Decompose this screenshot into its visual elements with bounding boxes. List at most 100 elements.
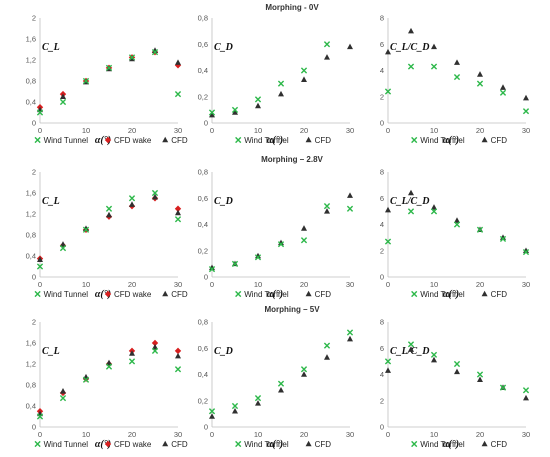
y-tick-label: 0 — [204, 119, 208, 128]
y-axis-label: C_D — [214, 196, 233, 207]
cfd-point — [523, 394, 529, 401]
y-tick-label: 0,4 — [198, 370, 208, 379]
wind-tunnel-point — [59, 98, 67, 106]
cfd-point — [454, 59, 460, 65]
y-tick-label: 0 — [380, 119, 384, 128]
x-tick-label: 10 — [254, 430, 262, 439]
legend-marker-cfd — [481, 136, 488, 143]
legend-item-wind-tunnel: Wind Tunnel — [34, 136, 88, 145]
row-title-1: Morphing - 0V — [265, 3, 319, 12]
x-tick-label: 10 — [82, 280, 90, 289]
wind-tunnel-point — [476, 371, 484, 378]
cfd-point — [347, 192, 353, 198]
cfd-point — [477, 71, 483, 77]
cfd-point — [60, 93, 66, 100]
x-tick-label: 20 — [128, 280, 136, 289]
y-tick-label: 2 — [32, 14, 36, 23]
y-tick-label: 0,8 — [26, 381, 36, 390]
legend-marker-wind-tunnel — [411, 290, 418, 298]
y-tick-label: 2 — [380, 396, 384, 405]
y-tick-label: 1,2 — [26, 360, 36, 369]
x-tick-label: 0 — [38, 126, 42, 135]
wind-tunnel-point — [300, 366, 308, 373]
wind-tunnel-point — [208, 408, 216, 415]
x-tick-label: 10 — [430, 430, 438, 439]
wind-tunnel-point — [105, 363, 113, 370]
cfd-point — [255, 252, 261, 259]
cfd-point — [106, 211, 112, 218]
legend-label: Wind Tunnel — [420, 136, 465, 145]
cfd-point — [83, 225, 89, 231]
chart-panel-2: 0 0,2 0,4 0,6 0,8 0 10 20 30 α(°) C_D Wind Tunnel CF… — [198, 14, 355, 146]
cfd-point — [408, 346, 414, 352]
chart-panel-3: 0 2 4 6 8 0 10 20 30 α(°) C_L/C_D Wind Tunnel CFD — [380, 14, 530, 146]
wind-tunnel-point — [105, 205, 113, 212]
legend-label: CFD — [171, 290, 188, 299]
y-tick-label: 0,6 — [198, 194, 208, 203]
chart-panel-8: 0 0,2 0,4 0,6 0,8 0 10 20 30 α(°) C_D Wind Tunnel CF… — [198, 318, 355, 450]
chart-panel-5: 0 0,2 0,4 0,6 0,8 0 10 20 30 α(°) C_D Wind Tunnel CF… — [198, 168, 355, 300]
wind-tunnel-point — [323, 203, 331, 210]
legend-item-cfd: CFD — [481, 290, 507, 299]
wind-tunnel-point — [476, 80, 484, 87]
y-axis-label: C_D — [214, 346, 233, 357]
x-axis-label: α(°) — [267, 289, 283, 300]
y-tick-label: 0,8 — [198, 318, 208, 327]
y-axis-label: C_L/C_D — [390, 196, 429, 207]
y-tick-label: 0 — [204, 273, 208, 282]
wind-tunnel-point — [430, 351, 438, 358]
x-tick-label: 20 — [128, 430, 136, 439]
x-tick-label: 30 — [174, 280, 182, 289]
cfd-point — [152, 193, 158, 200]
x-tick-label: 30 — [522, 430, 530, 439]
x-axis-label: α(°) — [267, 439, 283, 450]
wind-tunnel-point — [476, 226, 484, 233]
cfd-point — [278, 386, 284, 393]
cfd-point — [523, 247, 529, 254]
y-axis-label: C_L — [42, 346, 60, 357]
legend-item-cfd: CFD — [481, 440, 507, 449]
legend-label: CFD wake — [114, 440, 152, 449]
legend-label: Wind Tunnel — [244, 440, 289, 449]
legend-marker-cfd — [162, 290, 169, 297]
x-tick-label: 20 — [476, 430, 484, 439]
cfd-point — [278, 239, 284, 246]
wind-tunnel-point — [300, 67, 308, 74]
y-tick-label: 6 — [380, 40, 384, 49]
x-tick-label: 0 — [210, 126, 214, 135]
x-tick-label: 10 — [430, 126, 438, 135]
wind-tunnel-point — [174, 216, 182, 223]
x-tick-label: 10 — [254, 280, 262, 289]
legend-item-cfd-wake: CFD wake — [104, 136, 152, 145]
cfd-point — [431, 204, 437, 210]
x-tick-label: 30 — [522, 126, 530, 135]
wind-tunnel-point — [128, 358, 136, 365]
legend-marker-cfd — [305, 136, 312, 143]
cfd-wake-point — [174, 62, 182, 69]
x-tick-label: 0 — [386, 430, 390, 439]
wind-tunnel-point — [384, 238, 392, 245]
legend-marker-cfd — [162, 440, 169, 447]
x-axis-label: α(°) — [267, 135, 283, 146]
legend-marker-cfd — [162, 136, 169, 143]
cfd-point — [347, 43, 353, 50]
y-tick-label: 6 — [380, 344, 384, 353]
legend-marker-wind-tunnel — [34, 136, 41, 144]
y-tick-label: 0,6 — [198, 40, 208, 49]
cfd-point — [301, 225, 307, 231]
cfd-point — [324, 54, 330, 60]
wind-tunnel-point — [277, 80, 285, 87]
cfd-point — [385, 48, 391, 55]
legend-label: Wind Tunnel — [420, 440, 465, 449]
wind-tunnel-point — [151, 49, 159, 56]
y-tick-label: 2 — [32, 318, 36, 327]
y-tick-label: 0,4 — [26, 402, 36, 411]
wind-tunnel-point — [59, 395, 67, 402]
y-tick-label: 4 — [380, 66, 384, 75]
y-tick-label: 0,2 — [198, 246, 208, 255]
row-title-3: Morphing – 5V — [264, 305, 320, 314]
cfd-point — [60, 241, 66, 247]
